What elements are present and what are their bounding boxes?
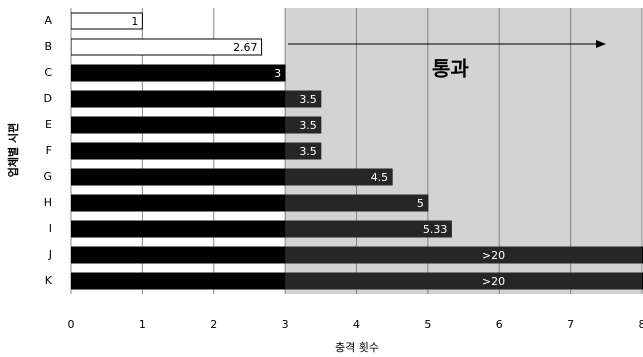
bar <box>71 272 643 290</box>
value-label: 3.5 <box>299 93 317 106</box>
y-tick-label: F <box>46 144 52 157</box>
x-tick-label: 5 <box>424 318 431 331</box>
bar <box>71 194 429 212</box>
x-tick-label: 2 <box>210 318 217 331</box>
y-tick-label: H <box>44 196 52 209</box>
x-tick-label: 7 <box>567 318 574 331</box>
x-tick-label: 3 <box>282 318 289 331</box>
x-tick-label: 4 <box>353 318 360 331</box>
bar <box>71 142 322 160</box>
bar <box>71 220 452 238</box>
y-tick-label: C <box>44 66 52 79</box>
region-label: 통과 <box>432 57 469 81</box>
value-label: 3.5 <box>299 119 317 132</box>
bar <box>71 64 286 82</box>
x-tick-label: 8 <box>639 318 643 331</box>
y-tick-label: G <box>43 170 52 183</box>
shaded-region <box>285 8 642 294</box>
y-tick-label: B <box>44 40 52 53</box>
value-label: >20 <box>482 249 505 262</box>
y-tick-label: D <box>44 92 52 105</box>
x-tick-label: 6 <box>496 318 503 331</box>
bar <box>71 246 643 264</box>
y-axis-label: 업체별 시편 <box>6 123 20 177</box>
bar <box>71 12 143 30</box>
y-tick-label: E <box>45 118 52 131</box>
y-tick-label: K <box>45 274 53 287</box>
value-label: >20 <box>482 275 505 288</box>
y-tick-label: J <box>48 248 52 261</box>
value-label: 2.67 <box>233 41 258 54</box>
value-label: 5 <box>417 197 424 210</box>
x-axis-label: 충격 횟수 <box>335 341 379 354</box>
bar <box>71 90 322 108</box>
value-label: 4.5 <box>371 171 389 184</box>
bar <box>71 116 322 134</box>
y-tick-label: I <box>49 222 52 235</box>
x-tick-label: 1 <box>139 318 146 331</box>
y-tick-label: A <box>44 14 52 27</box>
bar <box>71 38 263 56</box>
value-label: 5.33 <box>423 223 448 236</box>
value-label: 3.5 <box>299 145 317 158</box>
bar <box>71 168 393 186</box>
x-tick-label: 0 <box>68 318 75 331</box>
value-label: 1 <box>131 15 138 28</box>
value-label: 3 <box>274 67 281 80</box>
